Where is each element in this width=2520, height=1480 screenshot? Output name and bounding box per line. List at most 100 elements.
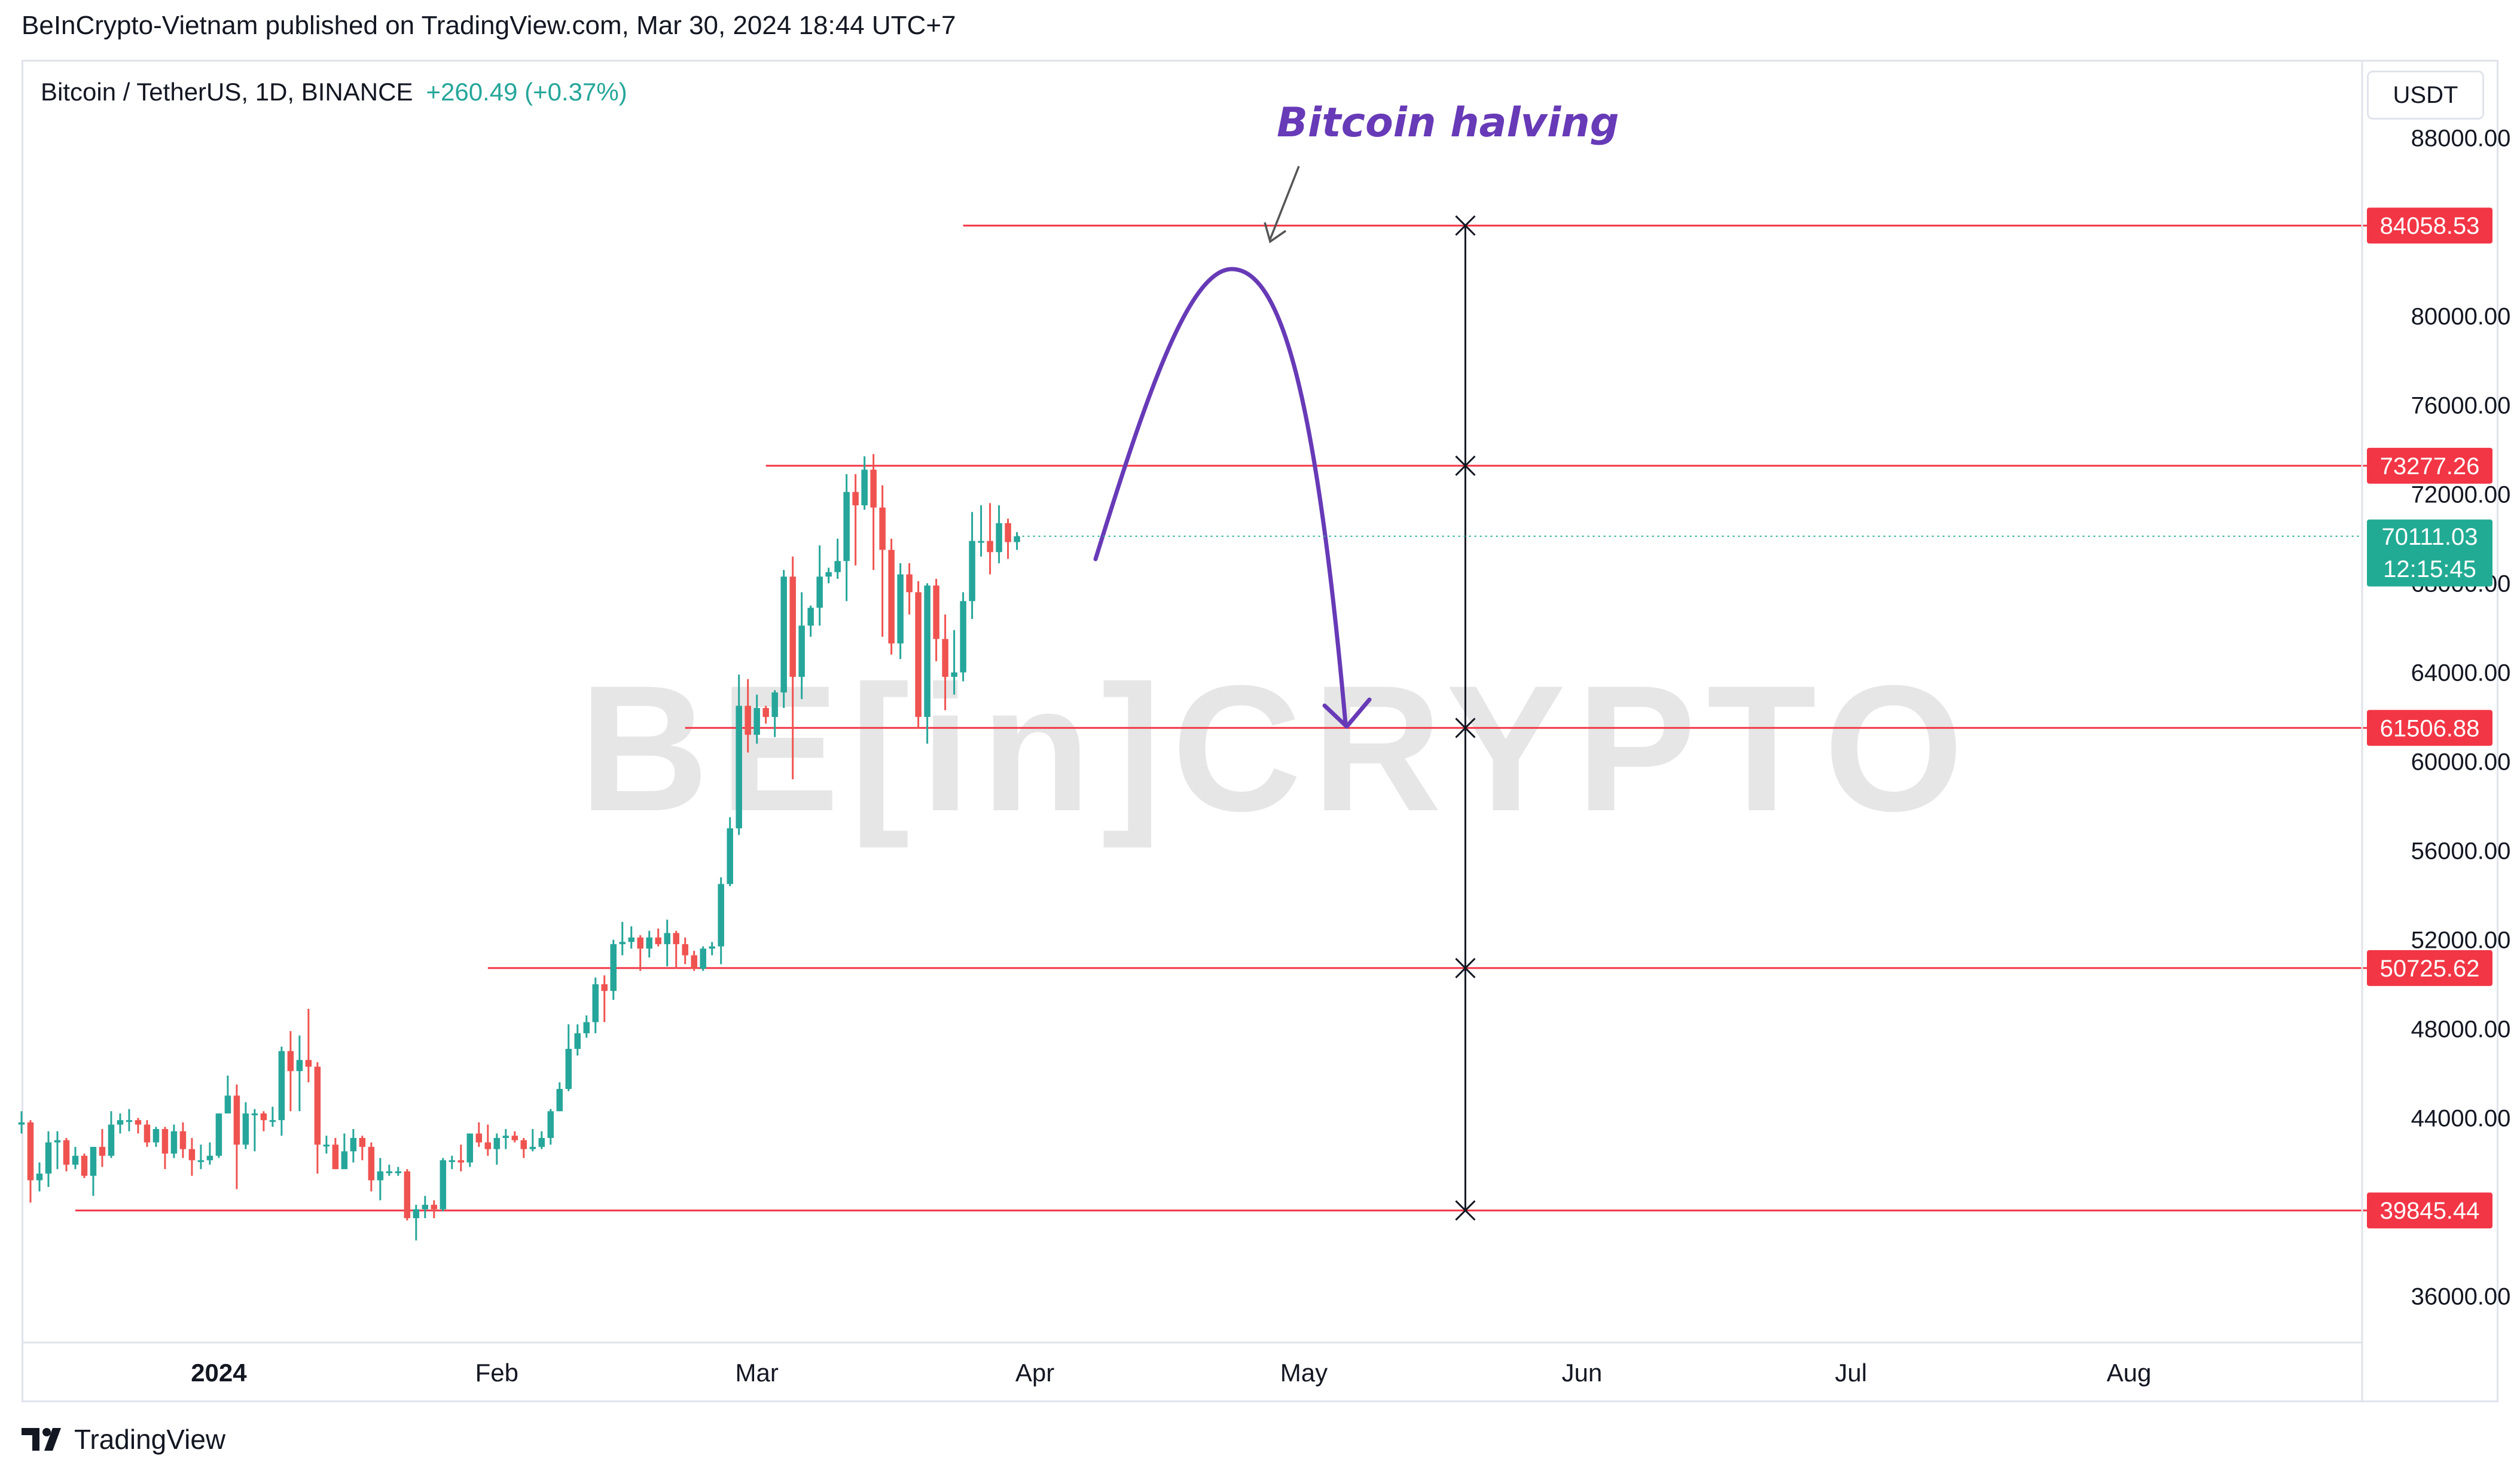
- candle-body: [745, 706, 751, 735]
- candle: [206, 1142, 213, 1165]
- candle-body: [691, 955, 697, 969]
- candle: [224, 1075, 231, 1114]
- candle-body: [718, 884, 724, 947]
- candle-body: [825, 572, 832, 577]
- candle-body: [197, 1160, 205, 1162]
- candle-body: [933, 585, 939, 639]
- candle: [466, 1133, 474, 1167]
- candle: [924, 583, 930, 744]
- candle-body: [332, 1145, 339, 1170]
- candle-body: [395, 1171, 402, 1173]
- candle-body: [18, 1122, 25, 1125]
- candle: [709, 942, 715, 956]
- x-tick-label: Feb: [475, 1359, 518, 1387]
- candle: [538, 1131, 545, 1149]
- candle: [386, 1164, 393, 1176]
- candle: [188, 1138, 196, 1176]
- candle-body: [870, 469, 877, 508]
- candle: [745, 679, 751, 753]
- candle: [628, 926, 634, 949]
- candle-body: [368, 1146, 375, 1180]
- candle-body: [888, 550, 895, 644]
- candle-body: [63, 1140, 70, 1165]
- candle: [161, 1127, 169, 1170]
- candle-body: [610, 944, 617, 991]
- x-tick-label: Mar: [736, 1359, 779, 1387]
- y-tick-label: 52000.00: [2411, 927, 2511, 953]
- candle: [72, 1146, 79, 1170]
- candle-body: [816, 576, 823, 608]
- candle: [700, 946, 706, 971]
- candle: [260, 1111, 267, 1131]
- x-tick-label: Aug: [2107, 1359, 2152, 1387]
- y-tick-label: 36000.00: [2411, 1283, 2511, 1310]
- candle-body: [547, 1111, 554, 1139]
- level-price-tag-label: 39845.44: [2380, 1198, 2480, 1224]
- candle: [780, 570, 787, 709]
- candle: [753, 694, 760, 744]
- candle: [457, 1145, 465, 1171]
- candle: [36, 1162, 43, 1192]
- level-price-tag: [2367, 1192, 2492, 1229]
- candle-body: [484, 1142, 492, 1149]
- time-axis[interactable]: 2024 Feb Mar Apr May Jun Jul Aug: [22, 60, 2363, 1402]
- candle-body: [108, 1124, 115, 1156]
- candle: [332, 1138, 339, 1170]
- candle: [341, 1133, 348, 1170]
- price-axis[interactable]: 88000.0080000.0076000.0072000.0068000.00…: [2411, 125, 2511, 1310]
- candle: [978, 505, 984, 557]
- candle: [45, 1131, 52, 1187]
- candle-body: [126, 1120, 133, 1122]
- candle: [431, 1200, 438, 1219]
- currency-selector[interactable]: USDT: [2367, 71, 2484, 120]
- measure-tool: [1455, 215, 1476, 1221]
- y-tick-label: 48000.00: [2411, 1016, 2511, 1042]
- candle: [610, 939, 617, 1000]
- candle: [144, 1120, 151, 1147]
- candle: [915, 581, 922, 728]
- candle-body: [753, 708, 760, 735]
- measure-cross-marker: [1455, 1200, 1476, 1221]
- candle-body: [897, 574, 904, 644]
- candle-body: [233, 1095, 240, 1145]
- candle: [736, 675, 742, 835]
- candle: [27, 1120, 34, 1203]
- candle-body: [493, 1138, 501, 1149]
- candle: [565, 1024, 572, 1091]
- candle-body: [924, 585, 930, 717]
- symbol-legend[interactable]: Bitcoin / TetherUS, 1D, BINANCE +260.49 (…: [41, 78, 627, 106]
- candle-body: [789, 576, 796, 677]
- candle: [987, 503, 993, 575]
- candle-body: [511, 1136, 518, 1140]
- candle: [583, 1015, 590, 1038]
- footer-brand[interactable]: TradingView: [22, 1423, 225, 1455]
- candle: [135, 1118, 142, 1134]
- footer-brand-text: TradingView: [74, 1424, 226, 1455]
- candle: [529, 1129, 536, 1152]
- candle: [691, 951, 697, 971]
- candle: [117, 1113, 124, 1134]
- candle: [906, 563, 913, 615]
- candle: [942, 614, 948, 710]
- candle-body: [709, 946, 715, 949]
- candle-body: [386, 1171, 393, 1173]
- candle-body: [45, 1142, 52, 1174]
- candle: [502, 1129, 510, 1149]
- candle-body: [36, 1173, 43, 1180]
- candle-body: [780, 576, 787, 692]
- candle: [404, 1169, 411, 1220]
- candle-body: [449, 1160, 456, 1162]
- candle: [996, 505, 1002, 563]
- candle: [440, 1158, 447, 1212]
- level-price-tag-label: 50725.62: [2380, 956, 2480, 982]
- candlestick-series: [18, 454, 1020, 1241]
- x-tick-label: Jun: [1561, 1359, 1602, 1387]
- candle: [520, 1138, 527, 1158]
- candle-body: [278, 1051, 285, 1121]
- candle-body: [99, 1146, 106, 1156]
- candle-body: [413, 1209, 420, 1219]
- candle-body: [771, 692, 778, 717]
- tradingview-logo-icon: [22, 1428, 61, 1451]
- candle: [655, 928, 661, 947]
